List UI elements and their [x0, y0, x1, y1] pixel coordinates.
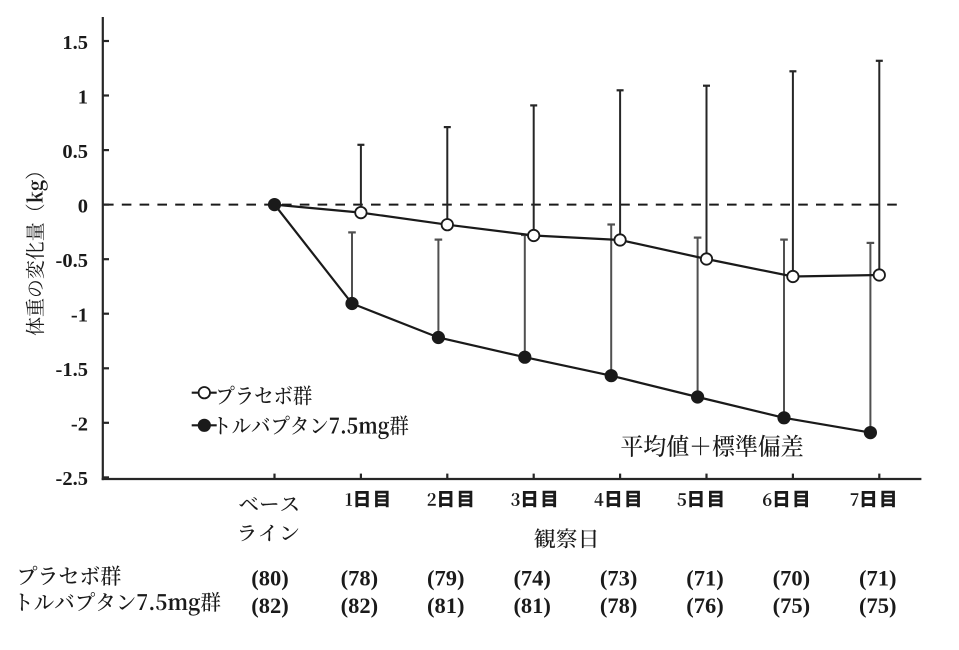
- svg-text:0: 0: [78, 195, 88, 217]
- svg-text:(82): (82): [251, 593, 289, 618]
- svg-text:1: 1: [78, 86, 88, 108]
- svg-text:(70): (70): [773, 565, 811, 590]
- svg-text:-0.5: -0.5: [56, 250, 88, 272]
- svg-text:1.5: 1.5: [62, 32, 88, 54]
- svg-text:-2: -2: [71, 414, 88, 436]
- svg-text:0.5: 0.5: [62, 141, 88, 163]
- svg-text:-2.5: -2.5: [56, 468, 88, 490]
- svg-text:(82): (82): [341, 593, 379, 618]
- svg-text:(78): (78): [341, 565, 379, 590]
- svg-text:(81): (81): [513, 593, 551, 618]
- svg-text:(79): (79): [427, 565, 465, 590]
- svg-text:(76): (76): [686, 593, 724, 618]
- svg-text:(73): (73): [600, 565, 638, 590]
- svg-text:(80): (80): [251, 565, 289, 590]
- svg-text:(78): (78): [600, 593, 638, 618]
- svg-text:-1: -1: [71, 305, 88, 327]
- svg-text:(75): (75): [773, 593, 811, 618]
- svg-text:-1.5: -1.5: [56, 359, 88, 381]
- svg-text:(71): (71): [686, 565, 724, 590]
- svg-text:(74): (74): [513, 565, 551, 590]
- svg-text:(81): (81): [427, 593, 465, 618]
- svg-text:(71): (71): [859, 565, 897, 590]
- svg-text:(75): (75): [859, 593, 897, 618]
